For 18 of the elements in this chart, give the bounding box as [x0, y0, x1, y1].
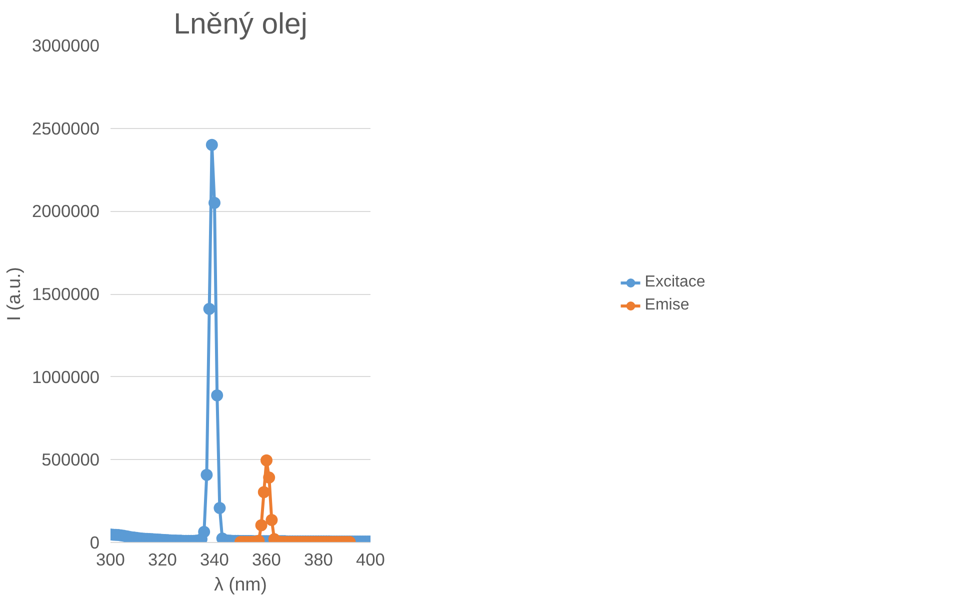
y-tick-label: 2000000 — [32, 201, 100, 222]
y-tick-label: 1500000 — [32, 284, 100, 304]
x-tick-label: 360 — [252, 550, 281, 570]
chart-title: Lněný olej — [174, 8, 308, 40]
x-axis-title: λ (nm) — [214, 574, 267, 594]
x-tick-label: 340 — [200, 550, 229, 570]
x-tick-label: 320 — [148, 550, 177, 570]
x-tick-label: 300 — [96, 550, 125, 570]
y-tick-label: 2500000 — [32, 118, 100, 138]
legend-label: Emise — [644, 296, 690, 314]
y-tick-label: 3000000 — [32, 36, 100, 56]
y-axis-title: I (a.u.) — [3, 267, 24, 321]
y-tick-label: 500000 — [42, 450, 100, 470]
y-tick-label: 1000000 — [32, 366, 100, 387]
y-tick-label: 0 — [90, 532, 100, 552]
legend-label: Excitace — [644, 273, 706, 291]
x-tick-label: 400 — [356, 550, 385, 570]
x-tick-label: 380 — [304, 550, 333, 570]
